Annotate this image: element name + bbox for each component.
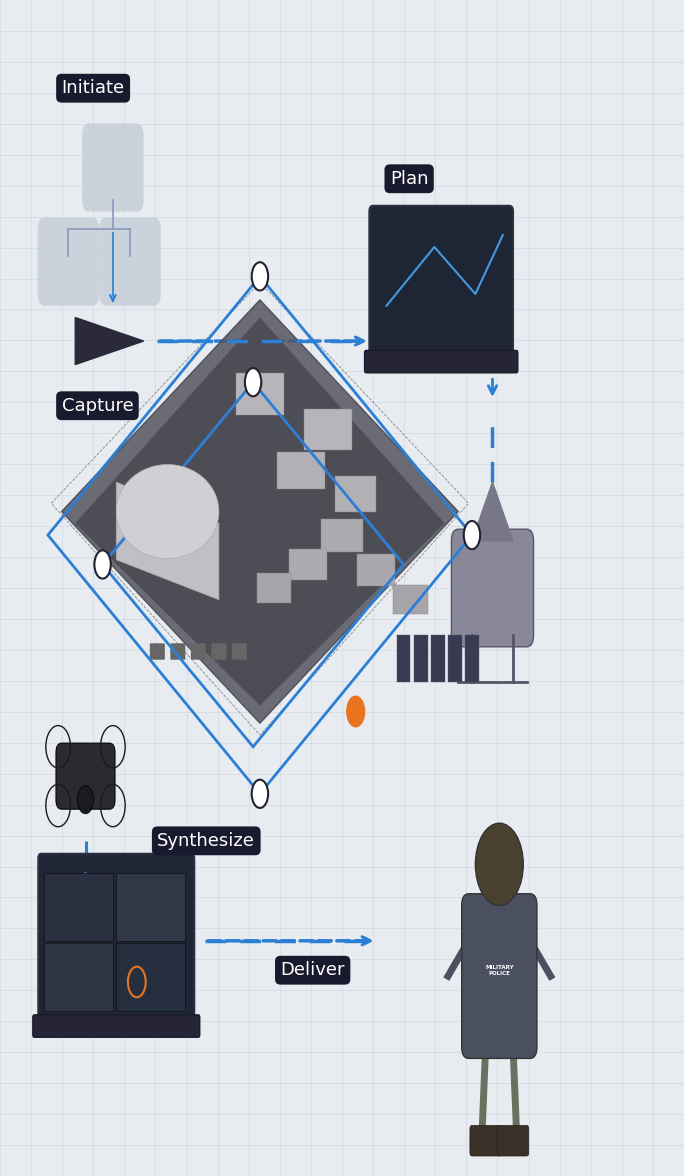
FancyBboxPatch shape bbox=[397, 635, 410, 682]
FancyBboxPatch shape bbox=[358, 555, 395, 587]
FancyBboxPatch shape bbox=[335, 476, 376, 512]
FancyBboxPatch shape bbox=[116, 873, 185, 941]
FancyBboxPatch shape bbox=[393, 586, 428, 615]
Polygon shape bbox=[75, 318, 144, 365]
FancyBboxPatch shape bbox=[431, 635, 445, 682]
FancyBboxPatch shape bbox=[462, 894, 537, 1058]
FancyBboxPatch shape bbox=[38, 854, 194, 1022]
FancyBboxPatch shape bbox=[236, 374, 284, 415]
Text: MILITARY
POLICE: MILITARY POLICE bbox=[485, 964, 514, 976]
Polygon shape bbox=[116, 482, 219, 600]
Circle shape bbox=[252, 262, 268, 290]
FancyBboxPatch shape bbox=[448, 635, 462, 682]
Circle shape bbox=[94, 550, 111, 579]
FancyBboxPatch shape bbox=[150, 643, 165, 660]
FancyBboxPatch shape bbox=[321, 519, 363, 552]
FancyBboxPatch shape bbox=[451, 529, 534, 647]
FancyBboxPatch shape bbox=[33, 1015, 200, 1037]
FancyBboxPatch shape bbox=[256, 574, 291, 603]
FancyBboxPatch shape bbox=[44, 873, 113, 941]
Ellipse shape bbox=[116, 465, 219, 559]
FancyBboxPatch shape bbox=[414, 635, 428, 682]
FancyBboxPatch shape bbox=[38, 218, 99, 306]
FancyBboxPatch shape bbox=[211, 643, 226, 660]
FancyBboxPatch shape bbox=[304, 409, 352, 450]
FancyBboxPatch shape bbox=[191, 643, 206, 660]
Text: Synthesize: Synthesize bbox=[157, 831, 255, 850]
FancyBboxPatch shape bbox=[470, 1125, 501, 1156]
Circle shape bbox=[475, 823, 523, 906]
Polygon shape bbox=[472, 482, 513, 541]
Circle shape bbox=[77, 786, 94, 814]
FancyBboxPatch shape bbox=[82, 123, 144, 212]
Polygon shape bbox=[75, 318, 445, 706]
FancyBboxPatch shape bbox=[277, 452, 325, 489]
FancyBboxPatch shape bbox=[116, 943, 185, 1011]
FancyBboxPatch shape bbox=[99, 218, 161, 306]
Polygon shape bbox=[62, 300, 458, 723]
Circle shape bbox=[252, 780, 268, 808]
Text: Plan: Plan bbox=[390, 169, 428, 188]
Text: Deliver: Deliver bbox=[280, 961, 345, 980]
FancyBboxPatch shape bbox=[465, 635, 479, 682]
FancyBboxPatch shape bbox=[170, 643, 185, 660]
Circle shape bbox=[245, 368, 261, 396]
FancyBboxPatch shape bbox=[369, 206, 513, 359]
FancyBboxPatch shape bbox=[365, 350, 518, 373]
FancyBboxPatch shape bbox=[44, 943, 113, 1011]
Text: Initiate: Initiate bbox=[62, 79, 124, 98]
Circle shape bbox=[464, 521, 480, 549]
Circle shape bbox=[347, 696, 365, 727]
FancyBboxPatch shape bbox=[232, 643, 247, 660]
Text: Capture: Capture bbox=[62, 396, 133, 415]
FancyBboxPatch shape bbox=[497, 1125, 529, 1156]
FancyBboxPatch shape bbox=[56, 743, 115, 809]
FancyBboxPatch shape bbox=[289, 548, 327, 581]
